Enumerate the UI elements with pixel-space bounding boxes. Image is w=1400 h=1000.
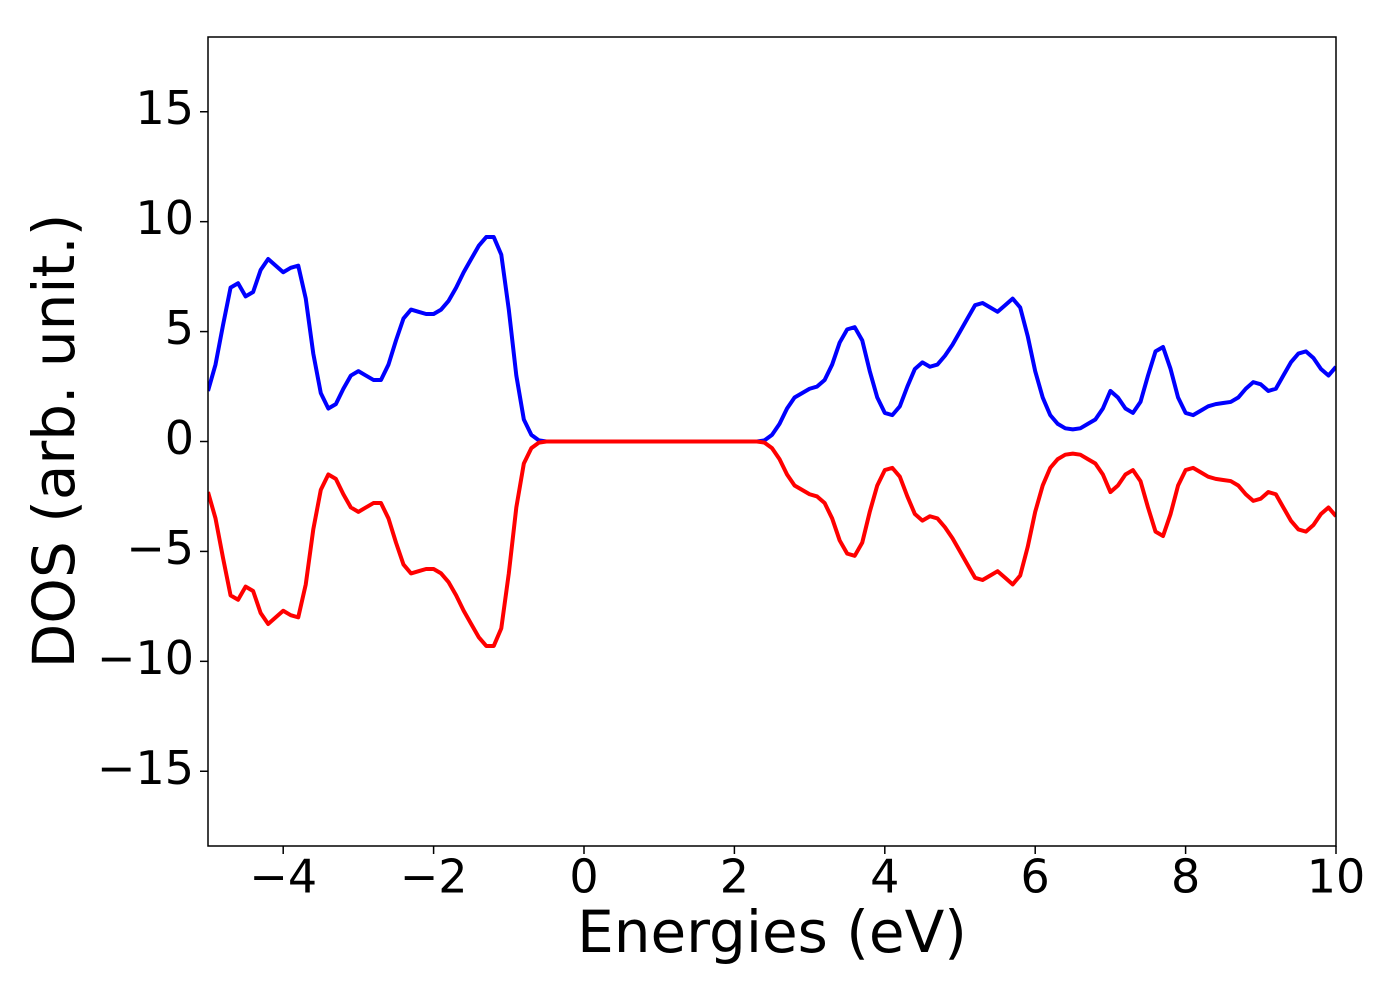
x-tick-label: −2 — [400, 850, 468, 904]
data-line — [208, 439, 1336, 648]
x-tick-label: 10 — [1307, 850, 1366, 904]
x-tick-label: 4 — [870, 850, 899, 904]
x-tick-label: 0 — [569, 850, 598, 904]
x-tick-label: 2 — [720, 850, 749, 904]
y-tick-label: 5 — [165, 301, 194, 355]
y-tick-label: 10 — [135, 191, 194, 245]
x-tick-label: −4 — [249, 850, 317, 904]
x-tick-label: 6 — [1021, 850, 1050, 904]
y-tick-label: −15 — [97, 741, 194, 795]
y-tick-label: 0 — [165, 411, 194, 465]
y-tick-label: 15 — [135, 81, 194, 135]
plot-frame — [207, 36, 1337, 847]
y-tick-label: −10 — [97, 631, 194, 685]
y-axis-label: DOS (arb. unit.) — [20, 214, 88, 669]
x-axis-label: Energies (eV) — [577, 898, 967, 966]
y-tick-label: −5 — [126, 521, 194, 575]
data-line — [208, 235, 1336, 444]
x-tick-label: 8 — [1171, 850, 1200, 904]
